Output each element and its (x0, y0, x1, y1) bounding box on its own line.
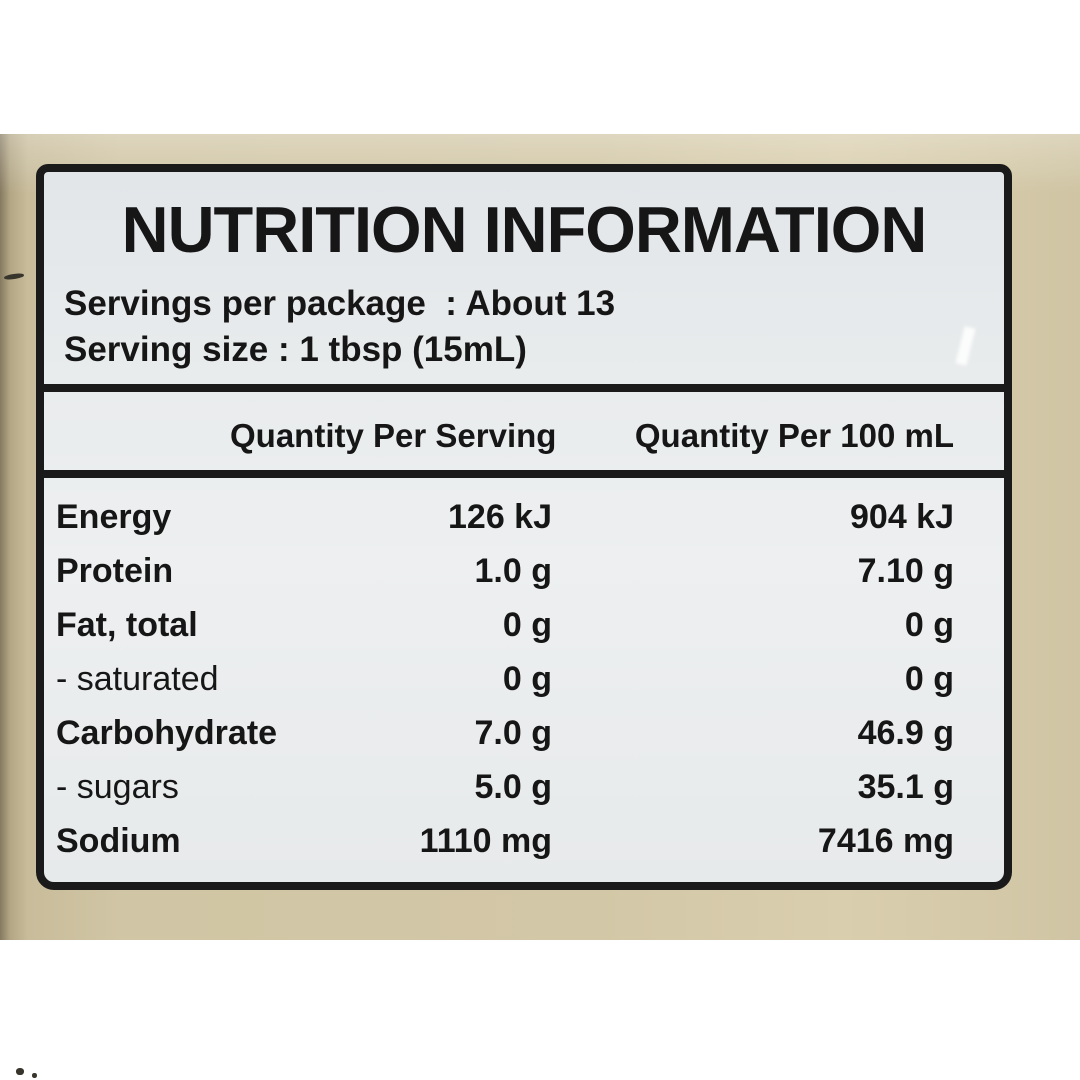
column-header-per-100ml: Quantity Per 100 mL (634, 417, 954, 454)
photo-speck (32, 1073, 37, 1078)
nutrient-rows: Energy 126 kJ 904 kJ Protein 1.0 g 7.10 … (44, 490, 1004, 868)
nutrient-label: - sugars (56, 767, 179, 806)
value-per-serving: 1110 mg (419, 821, 552, 860)
photo-speck (16, 1068, 24, 1075)
nutrient-row-protein: Protein 1.0 g 7.10 g (44, 544, 1004, 598)
photo-speck (3, 272, 25, 281)
column-header-row: Quantity Per Serving Quantity Per 100 mL (44, 404, 1004, 468)
servings-per-package-line: Servings per package : About 13 (64, 284, 616, 323)
value-per-100ml: 7.10 g (857, 551, 954, 590)
divider-top (44, 384, 1004, 392)
nutrient-label: - saturated (56, 659, 219, 698)
label-scuff-mark (955, 326, 976, 366)
value-per-serving: 5.0 g (474, 767, 552, 806)
serving-size-line: Serving size : 1 tbsp (15mL) (64, 330, 527, 369)
nutrient-row-sodium: Sodium 1110 mg 7416 mg (44, 814, 1004, 868)
nutrient-row-carbohydrate: Carbohydrate 7.0 g 46.9 g (44, 706, 1004, 760)
nutrient-label: Energy (56, 497, 172, 536)
value-per-serving: 1.0 g (474, 551, 552, 590)
column-header-per-serving: Quantity Per Serving (230, 417, 557, 454)
value-per-100ml: 7416 mg (817, 821, 954, 860)
value-per-100ml: 0 g (904, 659, 954, 698)
value-per-serving: 0 g (502, 659, 552, 698)
value-per-serving: 0 g (502, 605, 552, 644)
nutrient-label: Carbohydrate (56, 713, 278, 752)
value-per-100ml: 35.1 g (857, 767, 954, 806)
value-per-serving: 7.0 g (474, 713, 552, 752)
nutrient-row-saturated: - saturated 0 g 0 g (44, 652, 1004, 706)
divider-header (44, 470, 1004, 478)
nutrient-label: Sodium (56, 821, 181, 860)
nutrient-row-fat-total: Fat, total 0 g 0 g (44, 598, 1004, 652)
value-per-100ml: 0 g (904, 605, 954, 644)
nutrition-panel: NUTRITION INFORMATION Servings per packa… (36, 164, 1012, 890)
nutrient-label: Fat, total (56, 605, 198, 644)
nutrient-label: Protein (56, 551, 174, 590)
nutrient-row-energy: Energy 126 kJ 904 kJ (44, 490, 1004, 544)
value-per-100ml: 46.9 g (857, 713, 954, 752)
value-per-serving: 126 kJ (448, 497, 552, 536)
value-per-100ml: 904 kJ (850, 497, 954, 536)
nutrient-row-sugars: - sugars 5.0 g 35.1 g (44, 760, 1004, 814)
panel-title: NUTRITION INFORMATION (121, 193, 928, 266)
